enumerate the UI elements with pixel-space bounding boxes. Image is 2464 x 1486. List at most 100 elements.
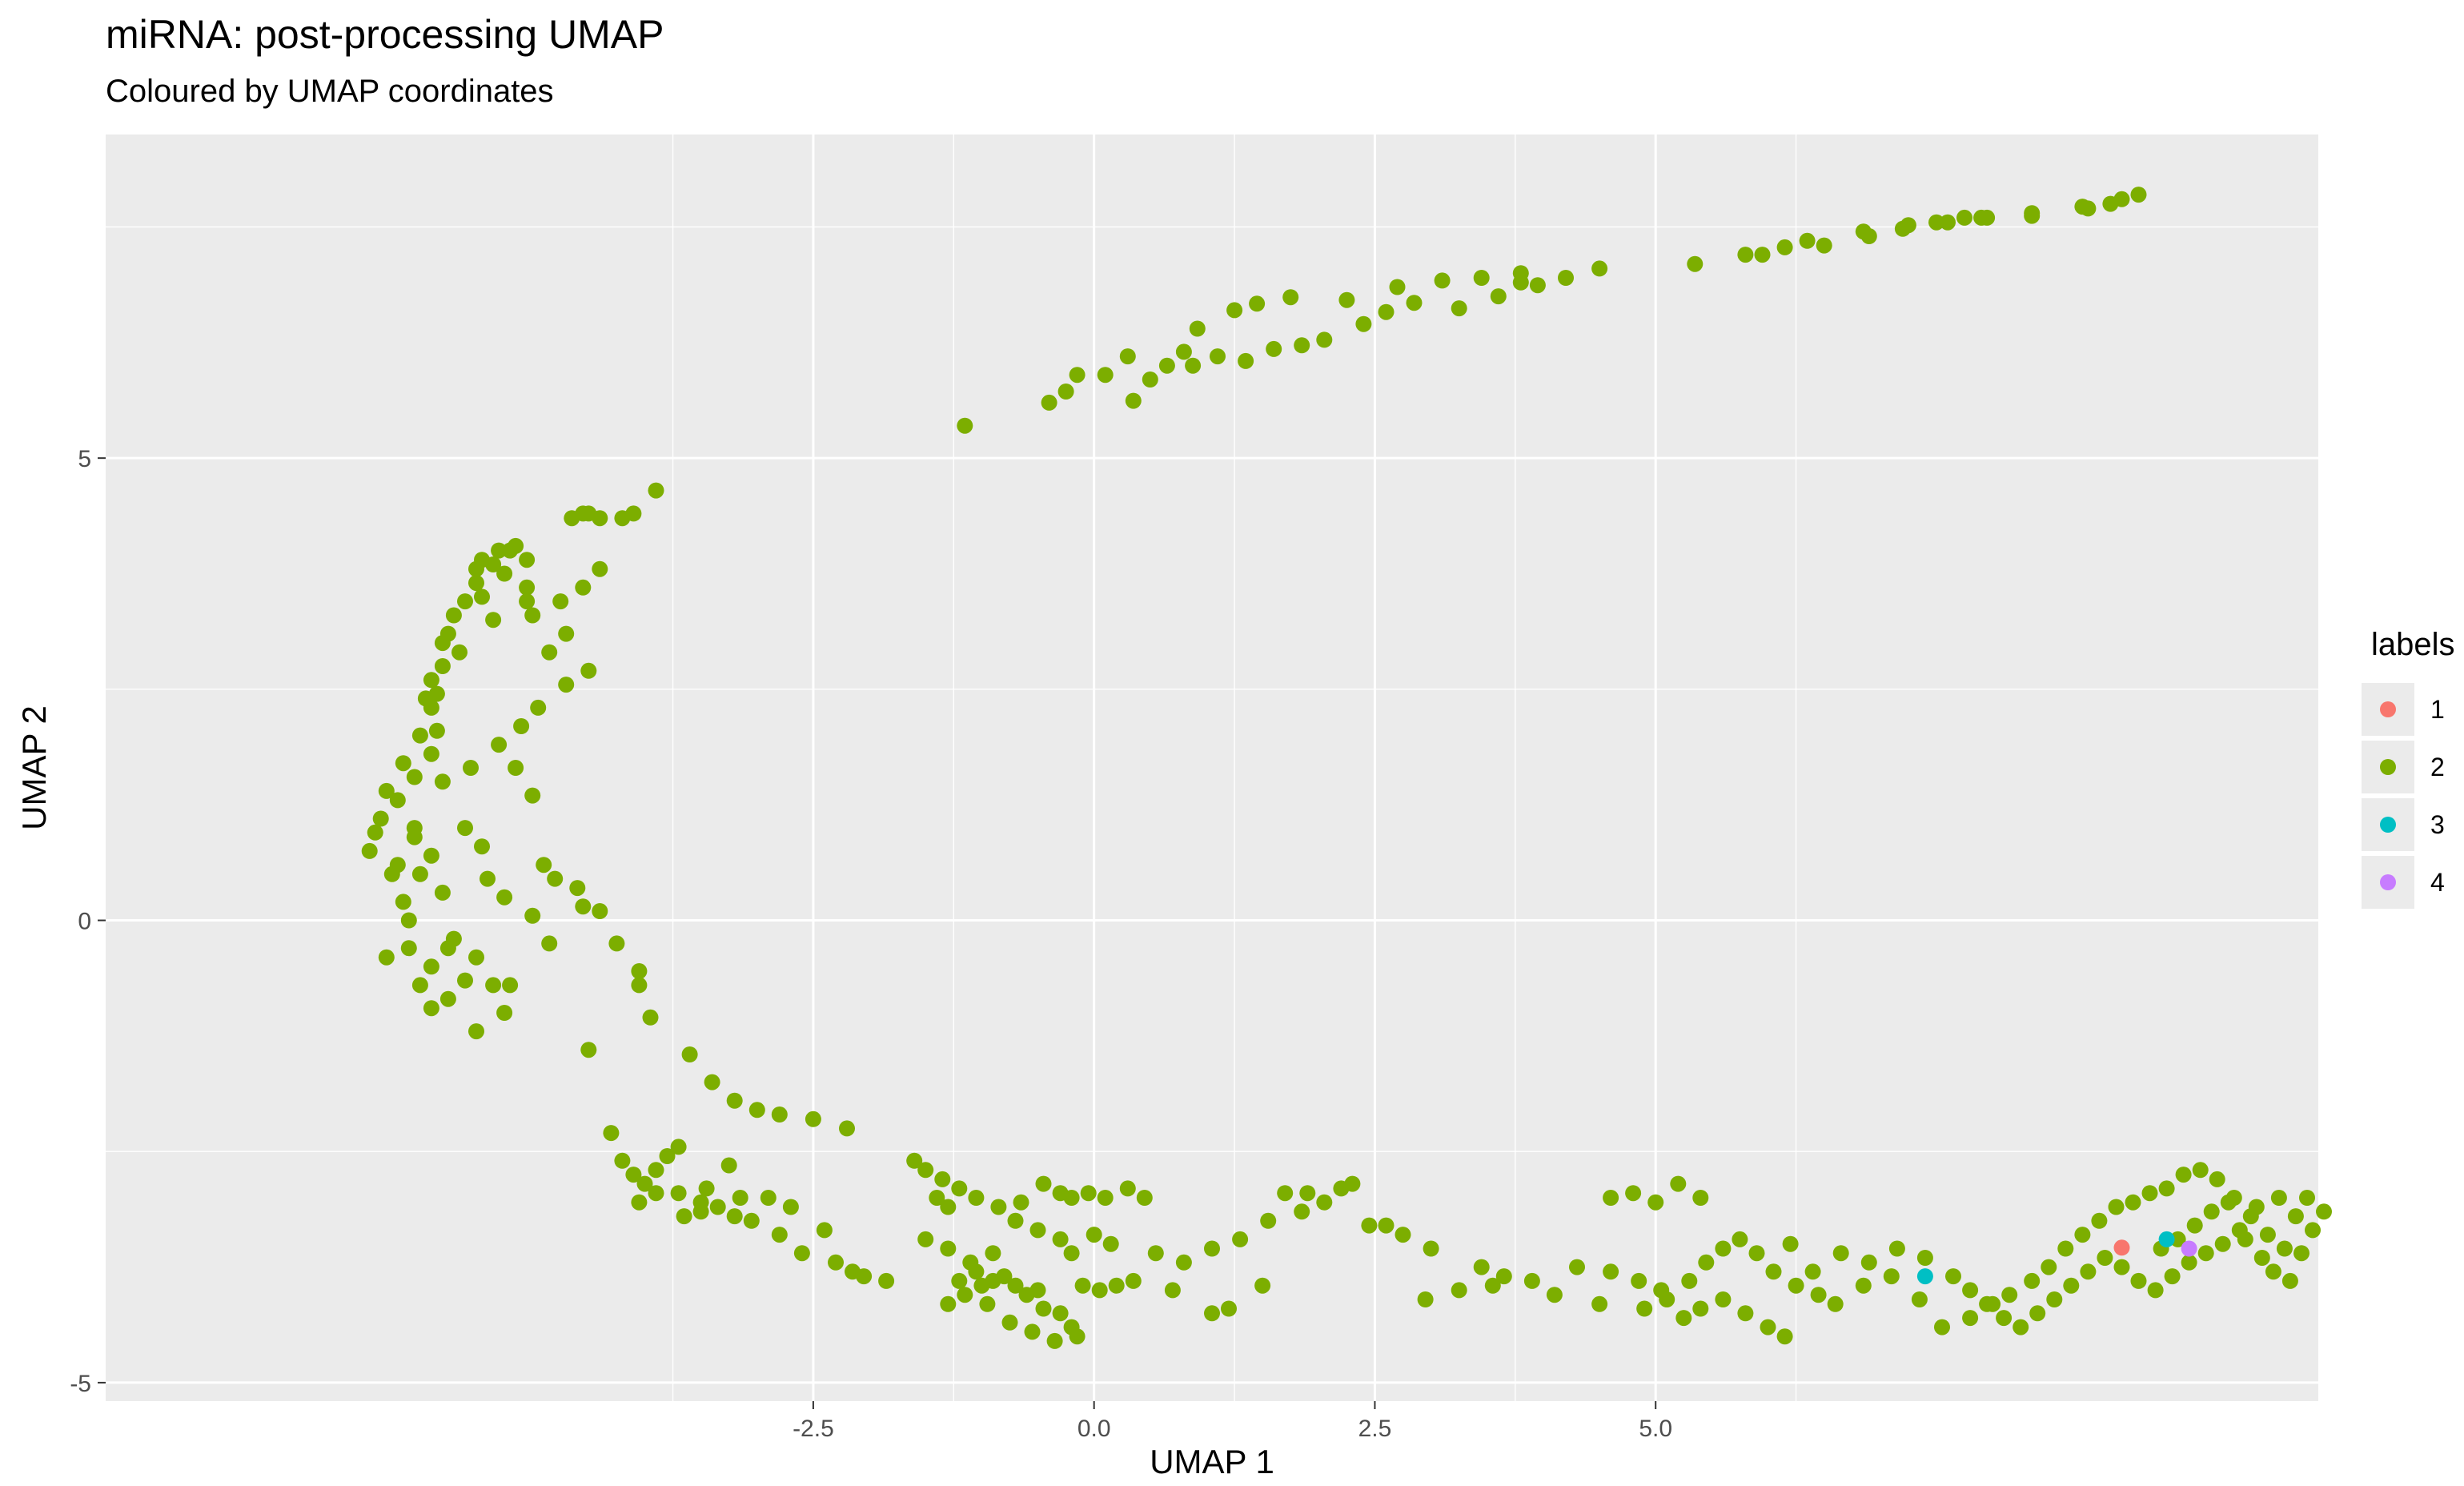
data-point-label-2 <box>1928 214 1944 231</box>
data-point-label-2 <box>2158 1180 2175 1197</box>
data-point-label-2 <box>1063 1190 1080 1206</box>
data-point-label-2 <box>962 1254 979 1271</box>
data-point-label-2 <box>474 838 490 855</box>
data-point-label-2 <box>940 1199 957 1215</box>
y-axis-ticks: -5 0 5 <box>70 446 106 1397</box>
data-point-label-2 <box>541 644 558 661</box>
data-point-label-2 <box>692 1203 709 1220</box>
x-tick-label: 5.0 <box>1639 1416 1672 1442</box>
data-point-label-2 <box>1395 1227 1411 1243</box>
data-point-label-2 <box>2108 1199 2125 1215</box>
data-point-label-2 <box>530 699 547 716</box>
data-point-label-3 <box>2158 1231 2175 1247</box>
data-point-label-2 <box>411 865 428 882</box>
data-point-label-2 <box>968 1190 985 1206</box>
data-point-label-2 <box>1018 1287 1035 1303</box>
data-point-label-2 <box>2001 1287 2018 1303</box>
data-point-label-2 <box>1603 1263 1619 1280</box>
data-point-label-2 <box>1136 1190 1153 1206</box>
data-point-label-2 <box>1631 1272 1647 1289</box>
data-point-label-2 <box>670 1185 687 1202</box>
data-point-label-2 <box>771 1227 788 1243</box>
data-point-label-2 <box>592 560 608 577</box>
data-point-label-2 <box>558 677 575 693</box>
data-point-label-2 <box>1962 1282 1979 1299</box>
data-point-label-2 <box>2293 1245 2309 1262</box>
data-point-label-2 <box>496 565 513 582</box>
data-point-label-2 <box>2125 1194 2141 1211</box>
data-point-label-2 <box>519 579 536 596</box>
data-point-label-2 <box>2214 1235 2231 1252</box>
data-point-label-2 <box>2063 1277 2080 1294</box>
data-point-label-2 <box>2175 1167 2192 1183</box>
legend-label-1: 1 <box>2430 695 2445 724</box>
data-point-label-2 <box>957 417 973 434</box>
data-point-label-2 <box>451 644 468 661</box>
data-point-label-2 <box>468 1023 484 1040</box>
legend-swatch-2 <box>2380 759 2396 775</box>
data-point-label-2 <box>839 1120 855 1137</box>
data-point-label-2 <box>2316 1203 2332 1220</box>
data-point-label-2 <box>1378 1217 1395 1234</box>
data-point-label-2 <box>496 889 513 906</box>
data-point-label-2 <box>1776 239 1793 255</box>
data-point-label-2 <box>1277 1185 1294 1202</box>
data-point-label-2 <box>457 972 473 989</box>
data-point-label-2 <box>726 1208 743 1225</box>
data-point-label-2 <box>1102 1235 1119 1252</box>
data-point-label-2 <box>748 1102 765 1119</box>
data-point-label-2 <box>1226 302 1243 319</box>
data-point-label-2 <box>575 579 592 596</box>
data-point-label-2 <box>2270 1190 2287 1206</box>
data-point-label-2 <box>2113 1259 2130 1275</box>
data-point-label-2 <box>631 1194 648 1211</box>
data-point-label-2 <box>631 963 648 979</box>
data-point-label-2 <box>423 847 439 864</box>
y-axis-title: UMAP 2 <box>15 705 53 830</box>
data-point-label-2 <box>1294 1203 1310 1220</box>
data-point-label-2 <box>670 1139 687 1155</box>
data-point-label-2 <box>383 865 400 882</box>
data-point-label-2 <box>569 880 586 897</box>
data-point-label-2 <box>2287 1208 2304 1225</box>
data-point-label-2 <box>709 1199 726 1215</box>
data-point-label-2 <box>1035 1175 1052 1192</box>
data-point-label-3 <box>1916 1268 1933 1285</box>
data-point-label-2 <box>1883 1268 1900 1285</box>
legend-title: labels <box>2371 627 2455 662</box>
data-point-label-2 <box>1007 1277 1024 1294</box>
data-point-label-2 <box>536 857 552 874</box>
data-point-label-2 <box>726 1092 743 1109</box>
data-point-label-2 <box>1046 1332 1063 1349</box>
data-point-label-2 <box>1361 1217 1378 1234</box>
data-point-label-2 <box>1776 1328 1793 1345</box>
data-point-label-2 <box>1074 1277 1091 1294</box>
data-point-label-2 <box>648 482 664 499</box>
data-point-label-2 <box>1158 357 1175 374</box>
x-tick-label: -2.5 <box>793 1416 834 1442</box>
data-point-label-2 <box>378 782 395 799</box>
data-point-label-2 <box>1591 260 1608 277</box>
data-point-label-1 <box>2113 1239 2130 1256</box>
plot-panel <box>106 135 2318 1401</box>
data-point-label-2 <box>1355 315 1372 332</box>
data-point-label-2 <box>698 1180 715 1197</box>
data-point-label-2 <box>985 1245 1001 1262</box>
data-point-label-2 <box>1940 214 1956 231</box>
data-point-label-2 <box>1855 223 1872 240</box>
data-point-label-2 <box>502 977 519 994</box>
data-point-label-2 <box>957 1287 973 1303</box>
data-point-label-2 <box>1204 1240 1220 1257</box>
x-axis-ticks: -2.5 0.0 2.5 5.0 <box>793 1401 1672 1442</box>
data-point-label-2 <box>676 1208 692 1225</box>
legend: labels 1 2 3 4 <box>2362 627 2455 909</box>
data-point-label-2 <box>2164 1268 2181 1285</box>
data-point-label-2 <box>1810 1287 1827 1303</box>
data-point-label-2 <box>1185 357 1202 374</box>
data-point-label-2 <box>1827 1295 1844 1312</box>
data-point-label-2 <box>681 1046 698 1062</box>
data-point-label-2 <box>1108 1277 1125 1294</box>
data-point-label-2 <box>1007 1212 1024 1229</box>
data-point-label-2 <box>541 935 558 952</box>
data-point-label-2 <box>1603 1190 1619 1206</box>
